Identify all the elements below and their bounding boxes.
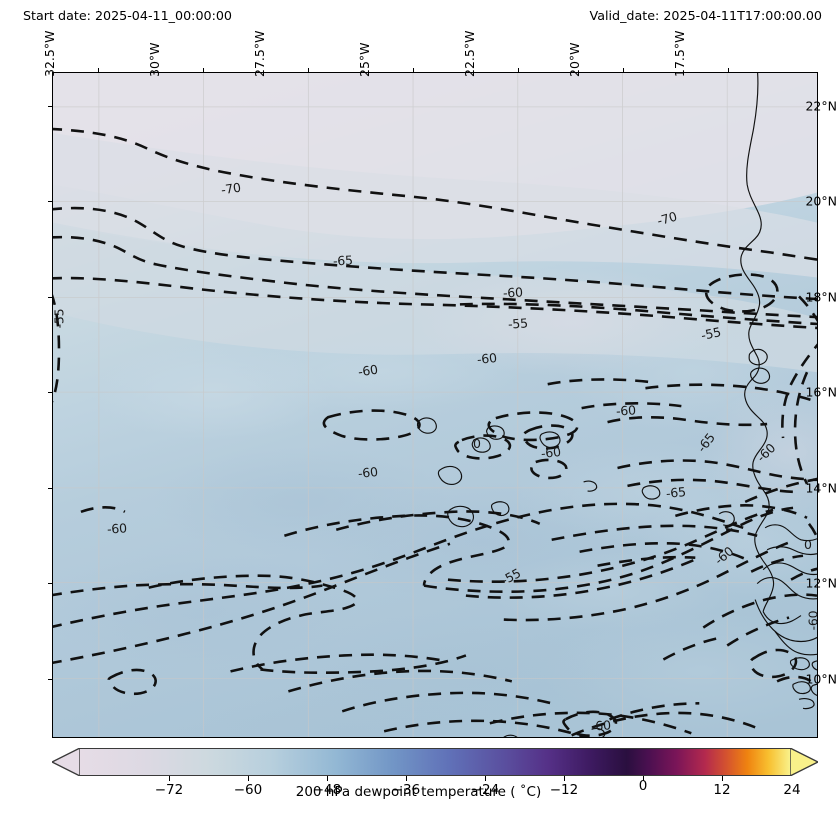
lat-tick-mark	[48, 583, 52, 584]
contour-label: -65	[332, 252, 354, 269]
colorbar-tick	[248, 776, 249, 781]
lon-tick-mark	[518, 68, 519, 72]
colorbar[interactable]: −72 −60 −48 −36 −24 −12 0 12 24	[52, 748, 818, 798]
lon-tick-label-6: 17.5°W	[672, 30, 687, 77]
contour-label: 0	[804, 537, 812, 552]
contour-label: -60	[106, 520, 128, 537]
lat-tick-mark	[48, 679, 52, 680]
lat-tick-mark	[48, 297, 52, 298]
contour-label: -60	[805, 610, 818, 631]
contour-label: 0	[473, 436, 481, 451]
colorbar-title: 200 hPa dewpoint temperature ( ˚C)	[295, 784, 542, 800]
lat-tick-label-1: 20°N	[805, 193, 837, 209]
lat-tick-label-0: 22°N	[805, 98, 837, 114]
colorbar-tick	[169, 776, 170, 781]
lat-tick-mark	[48, 392, 52, 393]
colorbar-tick-label-8: 24	[783, 782, 801, 798]
colorbar-tick	[722, 776, 723, 781]
contour-label: -60	[476, 350, 498, 367]
lat-tick-label-4: 14°N	[805, 480, 837, 496]
colorbar-tick-label-0: −72	[154, 782, 184, 798]
colorbar-tick-label-1: −60	[233, 782, 263, 798]
lon-tick-label-2: 27.5°W	[252, 30, 267, 77]
lat-tick-mark	[48, 201, 52, 202]
colorbar-over-arrow	[790, 748, 818, 776]
lon-tick-mark	[98, 68, 99, 72]
contour-label: -60	[502, 284, 524, 301]
colorbar-gradient	[80, 748, 790, 776]
colorbar-tick	[406, 776, 407, 781]
colorbar-tick	[564, 776, 565, 781]
colorbar-tick-label-5: −12	[549, 782, 579, 798]
colorbar-tick	[327, 776, 328, 781]
lon-tick-mark	[413, 68, 414, 72]
contour-label: -65	[665, 484, 687, 501]
lon-tick-mark	[308, 68, 309, 72]
colorbar-tick-label-4: −24	[470, 782, 500, 798]
lat-tick-label-3: 16°N	[805, 384, 837, 400]
lon-tick-label-1: 30°W	[147, 42, 162, 77]
contour-label: -60	[357, 464, 379, 481]
colorbar-under-arrow	[52, 748, 80, 776]
lon-tick-label-4: 22.5°W	[462, 30, 477, 77]
contour-lines	[53, 127, 817, 737]
contour-label: -55	[52, 308, 67, 329]
start-date-banner: Start date: 2025-04-11_00:00:00	[18, 7, 238, 27]
coastline	[416, 73, 817, 737]
map-axes[interactable]: -70 -70 -65 -60 -55 -55 -55 -60 -60 -60 …	[52, 72, 818, 738]
lat-tick-mark	[48, 106, 52, 107]
contour-label: -60	[590, 717, 612, 734]
colorbar-tick-label-6: 0	[638, 778, 648, 794]
colorbar-tick-label-3: −36	[391, 782, 421, 798]
lat-tick-label-5: 12°N	[805, 575, 837, 591]
lon-tick-mark	[728, 68, 729, 72]
lat-tick-label-6: 10°N	[805, 671, 837, 687]
contour-label: -60	[615, 402, 637, 419]
dewpoint-shaded-field	[53, 73, 817, 737]
colorbar-tick-label-2: −48	[312, 782, 342, 798]
lon-tick-label-0: 32.5°W	[42, 30, 57, 77]
lon-tick-mark	[203, 68, 204, 72]
lat-tick-mark	[48, 488, 52, 489]
valid-date-banner: Valid_date: 2025-04-11T17:00:00.00	[584, 7, 827, 27]
graticule	[53, 73, 817, 737]
colorbar-tick-label-7: 12	[713, 782, 731, 798]
lon-tick-label-5: 20°W	[567, 42, 582, 77]
lon-tick-label-3: 25°W	[357, 42, 372, 77]
contour-label: -70	[220, 179, 242, 198]
lon-tick-mark	[623, 68, 624, 72]
colorbar-tick	[643, 776, 644, 781]
contour-label: -60	[357, 361, 379, 380]
lat-tick-label-2: 18°N	[805, 289, 837, 305]
contour-label: -55	[507, 315, 529, 332]
contour-label: -60	[540, 444, 562, 461]
colorbar-tick	[485, 776, 486, 781]
